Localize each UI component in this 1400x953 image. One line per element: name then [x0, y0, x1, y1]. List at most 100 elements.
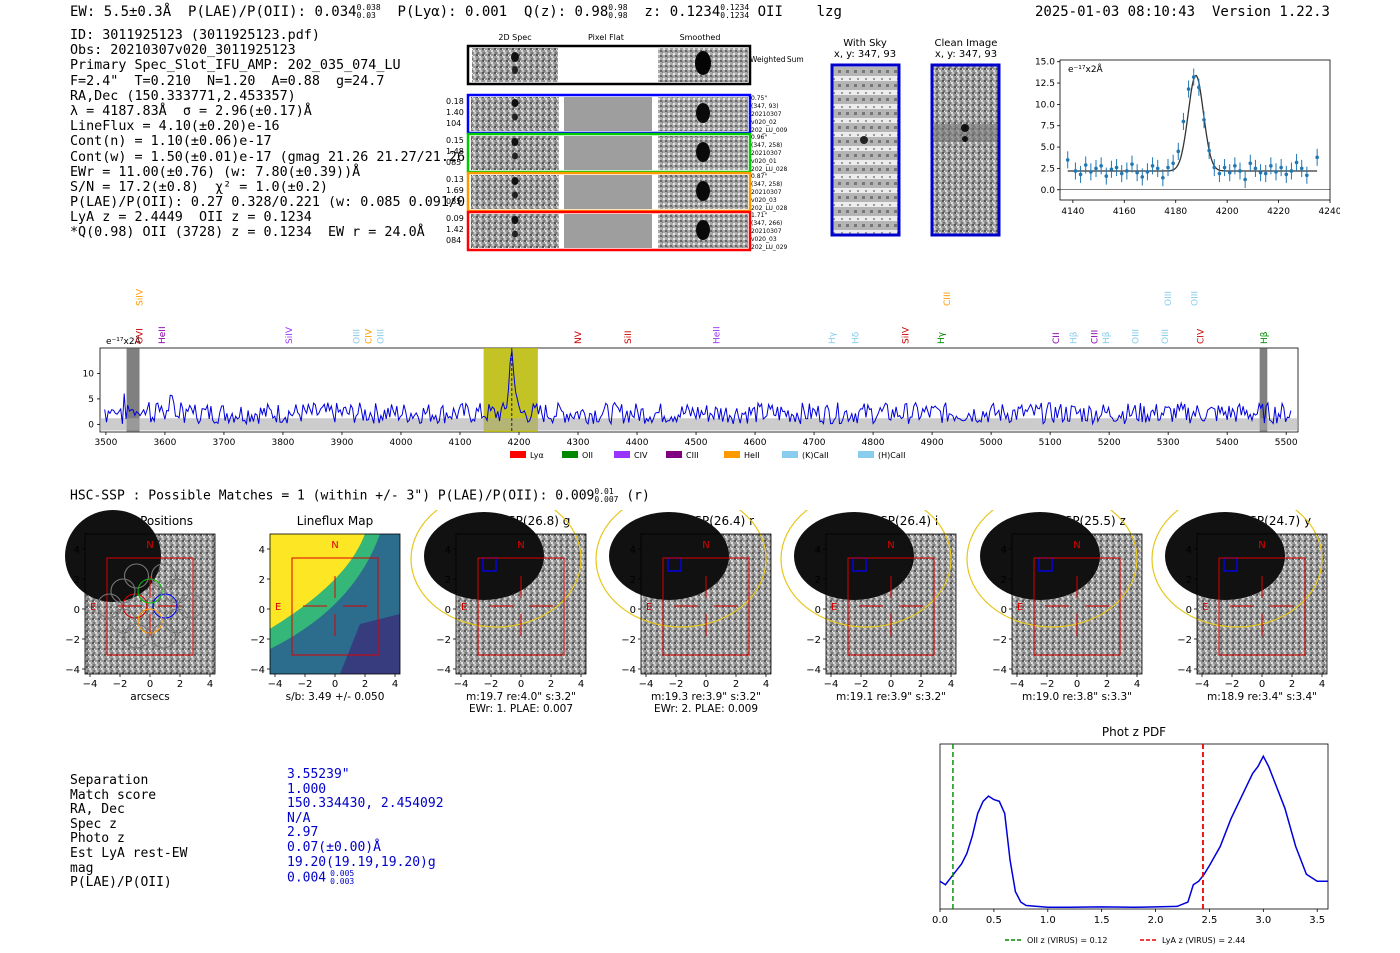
- zoom-point: [1248, 161, 1253, 166]
- legend-swatch: [858, 451, 874, 458]
- fiber-stat: 104: [446, 119, 461, 128]
- info-line: Primary Spec_Slot_IFU_AMP: 202_035_074_L…: [70, 58, 401, 74]
- clean-image-panel: Clean Image x, y: 347, 93: [921, 38, 1011, 60]
- with-sky-coords: x, y: 347, 93: [833, 49, 897, 60]
- panel-xtick-label: 0: [888, 679, 894, 690]
- legend-swatch: [666, 451, 682, 458]
- fiber-stat: 085: [446, 197, 461, 206]
- panel-ytick-label: 2: [1001, 575, 1007, 586]
- line-label: OIII: [353, 329, 363, 344]
- fiber-stat: 084: [446, 236, 461, 245]
- legend-label: (K)CaII: [802, 451, 829, 460]
- panel-ytick-label: 4: [259, 545, 265, 556]
- panel-xtick-label: −4: [1195, 679, 1210, 690]
- plae-value: P(LAE)/P(OII): 0.034: [188, 4, 357, 20]
- zoom-point: [1109, 167, 1114, 172]
- header-bar: EW: 5.5±0.3Å P(LAE)/P(OII): 0.034 0.038 0.…: [70, 3, 842, 21]
- zoom-point: [1222, 165, 1227, 170]
- panel-ytick-label: 2: [445, 575, 451, 586]
- line-label: Hβ: [1260, 331, 1270, 344]
- line-label: SiII: [624, 330, 634, 344]
- ew-value: EW: 5.5±0.3Å: [70, 4, 172, 20]
- match-value: 2.97: [287, 826, 444, 841]
- with-sky-title: With Sky: [843, 38, 887, 49]
- z-hi: 0.1234: [720, 3, 750, 12]
- info-line: EWr = 11.00(±0.76) (w: 7.80(±0.39))Å: [70, 164, 361, 180]
- panel-ytick-label: −2: [1177, 635, 1192, 646]
- spectrum-xtick-label: 3700: [212, 438, 235, 448]
- pdf-xtick-label: 3.0: [1255, 915, 1271, 926]
- clean-image-title: Clean Image: [934, 38, 998, 49]
- with-sky-image: [830, 63, 901, 237]
- panel-xtick-label: 2: [177, 679, 183, 690]
- legend-label: CIII: [686, 451, 699, 460]
- zoom-point: [1269, 164, 1273, 168]
- zoom-point: [1104, 174, 1109, 178]
- legend-label: OII: [582, 451, 593, 460]
- info-line: LineFlux = 4.10(±0.20)e-16: [70, 119, 280, 135]
- panel-ytick-label: −4: [250, 665, 265, 676]
- panel-ytick-label: 0: [1186, 605, 1192, 616]
- match-table-labels: Separation Match score RA, Dec Spec z Photo …: [70, 773, 187, 891]
- zoom-point: [1294, 160, 1299, 165]
- panel-ytick-label: 2: [815, 575, 821, 586]
- zoom-frame: [1059, 59, 1331, 201]
- line-label: OIII: [1161, 329, 1171, 344]
- spectrum-xtick-label: 5000: [980, 438, 1003, 448]
- zoom-point: [1089, 170, 1093, 174]
- zoom-point: [1135, 170, 1139, 175]
- hsc-title: HSC-SSP : Possible Matches = 1 (within +…: [70, 488, 650, 504]
- fiber-circle: [110, 578, 136, 604]
- panel-xtick-label: −2: [669, 679, 684, 690]
- fiber-meta: v020_02: [751, 119, 777, 126]
- zoom-point: [1263, 171, 1268, 176]
- fiber-circle: [123, 623, 150, 649]
- panel-ytick-label: −2: [436, 635, 451, 646]
- panel-ytick-label: 4: [815, 545, 821, 556]
- info-line: Cont(n) = 1.10(±0.06)e-17: [70, 134, 272, 150]
- bright-source: [65, 510, 161, 602]
- aperture-box: [847, 557, 935, 656]
- zoom-point: [1253, 166, 1258, 171]
- match-label: Spec z: [70, 816, 117, 832]
- panel-ytick-label: 2: [630, 575, 636, 586]
- spectrum-xtick-label: 4400: [626, 438, 649, 448]
- legend-swatch: [724, 451, 740, 458]
- aperture-ellipse: [780, 510, 952, 628]
- zoom-point: [1073, 169, 1078, 173]
- line-label: OIII: [376, 329, 386, 344]
- zoom-point: [1217, 171, 1222, 176]
- match-value: 0.004 0.005 0.003: [287, 870, 444, 886]
- timestamp: 2025-01-03 08:10:43: [1034, 4, 1196, 20]
- zoom-line-chart: e⁻¹⁷x2Å 0.0 2.5 5.0 7.5 10.0 12.5 15.0 4140 4160 4…: [1035, 58, 1340, 217]
- panel-xtick-label: −2: [113, 679, 128, 690]
- col-title-2d: 2D Spec: [498, 33, 531, 42]
- fiber-stat: 0.13: [446, 175, 464, 184]
- panel-ytick-label: 2: [74, 575, 80, 586]
- spectrum-ytick-label: 5: [88, 395, 94, 405]
- panel-ytick-label: 0: [259, 605, 265, 616]
- line-label: HeII: [158, 326, 168, 344]
- col-title-smooth: Smoothed: [680, 33, 721, 42]
- lineflux-mid: [270, 534, 380, 649]
- zoom-point: [1243, 177, 1247, 182]
- match-value-text: 2.97: [287, 825, 319, 841]
- panel-xtick-label: 4: [1134, 679, 1140, 690]
- zoom-point: [1114, 165, 1119, 170]
- zoom-point: [1238, 169, 1242, 173]
- info-line: RA,Dec (150.333771,2.453357): [70, 88, 296, 104]
- info-line: S/N = 17.2(±0.8) χ² = 1.0(±0.2): [70, 179, 328, 195]
- zoom-point: [1130, 162, 1134, 166]
- line-label: SiIV: [902, 326, 912, 344]
- plae-lo: 0.03: [356, 11, 376, 20]
- zoom-point: [1202, 117, 1206, 122]
- spectrum-xtick-label: 5100: [1039, 438, 1062, 448]
- zoom-point: [1094, 166, 1098, 171]
- line-label: HeII: [713, 326, 723, 344]
- line-label: Hβ: [1070, 331, 1080, 344]
- fiber-meta: (347, 93): [751, 103, 779, 110]
- panel-xtick-label: −4: [268, 679, 283, 690]
- legend-label: HeII: [744, 451, 760, 460]
